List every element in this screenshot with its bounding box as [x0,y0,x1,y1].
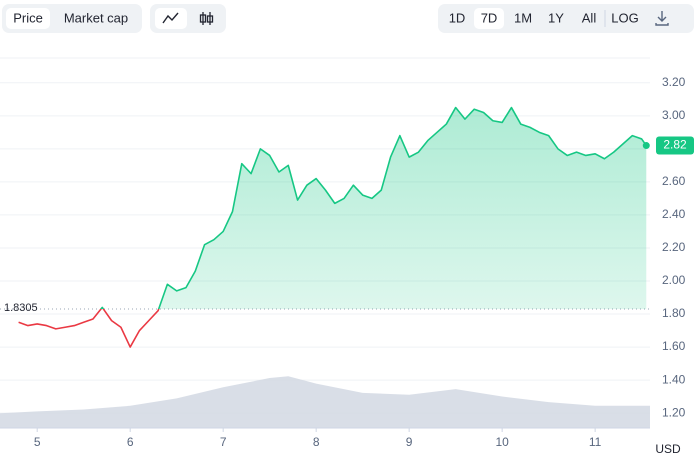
price-area [101,107,647,309]
price-line [18,106,647,348]
y-tick-label: 2.40 [662,207,686,221]
x-tick-label: 5 [34,435,41,449]
last-value-label: 2.82 [663,138,687,152]
x-tick-label: 6 [127,435,134,449]
range-button[interactable]: 1D [449,10,466,25]
y-tick-label: 1.80 [662,306,686,320]
x-tick-label: 8 [313,435,320,449]
view-button[interactable]: Price [13,10,43,25]
range-button[interactable]: LOG [611,10,638,25]
download-icon[interactable] [655,11,669,26]
line-icon [162,12,179,24]
y-tick-label: 2.60 [662,174,686,188]
last-value-badge [656,136,694,155]
y-tick-label: 2.00 [662,273,686,287]
view-button-active [6,8,50,29]
y-tick-label: 3.20 [662,75,686,89]
x-tick-label: 10 [495,435,509,449]
view-button[interactable]: Market cap [64,10,128,25]
range-button[interactable]: 7D [481,10,498,25]
x-tick-label: 9 [406,435,413,449]
last-point [642,142,650,150]
y-tick-label: 2.20 [662,240,686,254]
y-axis-unit: USD [655,442,681,456]
volume-area [0,376,650,428]
y-tick-label: 1.60 [662,339,686,353]
y-tick-label: 3.00 [662,108,686,122]
range-button[interactable]: 1M [514,10,532,25]
y-tick-label: 1.20 [662,405,686,419]
reference-label: 1.8305 [4,302,38,314]
candle-icon[interactable] [199,12,214,25]
x-tick-label: 7 [220,435,227,449]
x-tick-label: 11 [589,435,602,449]
range-button[interactable]: All [582,10,597,25]
range-button[interactable]: 1Y [548,10,564,25]
range-button-active [474,8,504,29]
y-tick-label: 1.40 [662,372,686,386]
